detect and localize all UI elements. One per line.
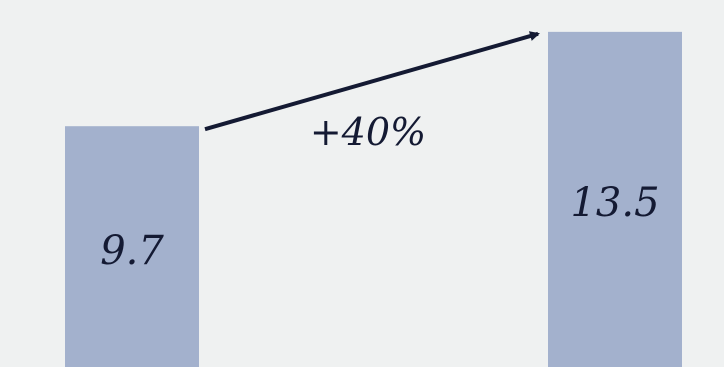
bar-value-label-2: 13.5 <box>570 180 659 226</box>
growth-arrow <box>204 31 540 132</box>
bar-1 <box>65 126 199 367</box>
bar-value-label-1: 9.7 <box>100 228 164 274</box>
bar-2 <box>548 31 682 367</box>
change-label: +40% <box>310 110 426 154</box>
